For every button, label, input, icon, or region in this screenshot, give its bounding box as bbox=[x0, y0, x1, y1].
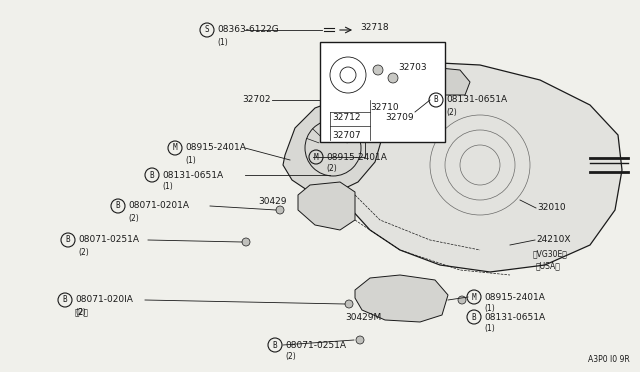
Text: 08071-0251A: 08071-0251A bbox=[285, 340, 346, 350]
Polygon shape bbox=[338, 62, 622, 272]
Text: 08915-2401A: 08915-2401A bbox=[484, 292, 545, 301]
Text: 24210X: 24210X bbox=[536, 235, 570, 244]
Text: 32709: 32709 bbox=[385, 113, 413, 122]
Polygon shape bbox=[298, 182, 355, 230]
Circle shape bbox=[388, 73, 398, 83]
Text: 〈USA〉: 〈USA〉 bbox=[536, 262, 561, 270]
Text: S: S bbox=[205, 26, 209, 35]
Polygon shape bbox=[355, 275, 448, 322]
Text: (1): (1) bbox=[217, 38, 228, 46]
Text: M: M bbox=[173, 144, 177, 153]
Text: 08915-2401A: 08915-2401A bbox=[185, 144, 246, 153]
Text: (1): (1) bbox=[484, 305, 495, 314]
Text: 32710: 32710 bbox=[370, 103, 399, 112]
Polygon shape bbox=[420, 68, 470, 95]
Text: B: B bbox=[116, 202, 120, 211]
Text: 08071-0201A: 08071-0201A bbox=[128, 202, 189, 211]
Text: (2): (2) bbox=[75, 308, 86, 317]
Text: (2): (2) bbox=[128, 214, 139, 222]
Text: 〈VG30E〉: 〈VG30E〉 bbox=[533, 250, 568, 259]
Bar bbox=[320, 42, 445, 142]
Text: 32703: 32703 bbox=[398, 64, 427, 73]
Text: B: B bbox=[434, 96, 438, 105]
Text: (1): (1) bbox=[162, 183, 173, 192]
Text: (1): (1) bbox=[185, 155, 196, 164]
Text: B: B bbox=[150, 170, 154, 180]
Text: B: B bbox=[66, 235, 70, 244]
Text: 32702: 32702 bbox=[243, 96, 271, 105]
Text: B: B bbox=[273, 340, 277, 350]
Text: (2): (2) bbox=[446, 108, 457, 116]
Text: 32712: 32712 bbox=[332, 113, 360, 122]
Text: 08363-6122G: 08363-6122G bbox=[217, 26, 279, 35]
Circle shape bbox=[356, 336, 364, 344]
Text: (2): (2) bbox=[326, 164, 337, 173]
Text: (1): (1) bbox=[484, 324, 495, 334]
Text: 08131-0651A: 08131-0651A bbox=[446, 96, 507, 105]
Text: (2): (2) bbox=[78, 247, 89, 257]
Text: 30429: 30429 bbox=[258, 198, 287, 206]
Circle shape bbox=[458, 296, 466, 304]
Circle shape bbox=[345, 300, 353, 308]
Text: 08915-2401A: 08915-2401A bbox=[326, 153, 387, 161]
Text: 32718: 32718 bbox=[360, 23, 388, 32]
Text: 32707: 32707 bbox=[332, 131, 360, 140]
Circle shape bbox=[276, 206, 284, 214]
Text: 08131-0651A: 08131-0651A bbox=[484, 312, 545, 321]
Polygon shape bbox=[283, 98, 382, 193]
Circle shape bbox=[373, 65, 383, 75]
Text: 08071-020lA: 08071-020lA bbox=[75, 295, 133, 305]
Text: M: M bbox=[314, 153, 318, 161]
Text: 08131-0651A: 08131-0651A bbox=[162, 170, 223, 180]
Text: B: B bbox=[472, 312, 476, 321]
Text: 32010: 32010 bbox=[537, 203, 566, 212]
Text: 08071-0251A: 08071-0251A bbox=[78, 235, 139, 244]
Text: A3P0 I0 9R: A3P0 I0 9R bbox=[588, 355, 630, 364]
Text: (2): (2) bbox=[285, 353, 296, 362]
Text: M: M bbox=[472, 292, 476, 301]
Text: 30429M: 30429M bbox=[345, 314, 381, 323]
Circle shape bbox=[242, 238, 250, 246]
Text: B: B bbox=[63, 295, 67, 305]
Text: 〲2〉: 〲2〉 bbox=[75, 308, 89, 317]
